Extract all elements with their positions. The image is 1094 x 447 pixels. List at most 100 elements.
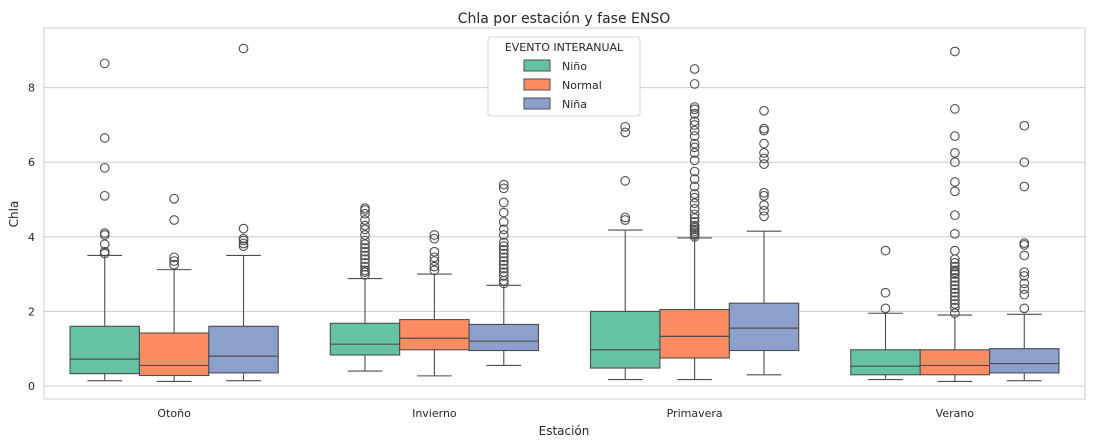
outlier-point [169, 256, 179, 266]
outlier-point [950, 276, 960, 287]
outlier-point [950, 284, 960, 294]
box-body [728, 302, 800, 352]
box-niña-0 [208, 43, 279, 382]
y-axis-ticks: 0 2 4 6 8 [28, 82, 35, 393]
outlier-point [689, 102, 700, 112]
outlier-point [689, 138, 700, 149]
outlier-point [360, 239, 370, 250]
outlier-point [759, 159, 769, 169]
box-body [329, 322, 401, 356]
y-grid [44, 87, 1085, 387]
legend-swatch-normal [523, 78, 551, 91]
x-axis-label: Estación [539, 424, 590, 438]
y-tick-label: 6 [28, 156, 35, 169]
legend-label: Normal [562, 79, 602, 92]
outlier-point [880, 287, 891, 298]
outlier-point [950, 131, 960, 141]
outlier-point [360, 265, 370, 276]
outlier-point [689, 64, 700, 74]
legend-label: Niño [562, 60, 587, 73]
outlier-point [689, 125, 700, 136]
outlier-point [759, 123, 769, 134]
box-body [208, 325, 279, 374]
x-axis-ticks: Otoño Invierno Primavera Verano [157, 407, 974, 420]
outlier-point [1019, 120, 1030, 131]
outlier-point [169, 252, 179, 263]
outlier-point [689, 166, 700, 177]
box-groups [69, 43, 1060, 383]
outlier-point [1019, 238, 1030, 248]
outlier-point [950, 280, 960, 291]
box-body [69, 325, 140, 375]
outlier-point [360, 224, 370, 235]
outlier-point [759, 148, 769, 158]
outlier-point [950, 245, 960, 256]
outlier-point [620, 215, 631, 225]
outlier-point [689, 220, 700, 231]
outlier-point [689, 198, 700, 209]
box-niña-2 [728, 105, 800, 376]
outlier-point [360, 203, 370, 213]
outlier-point [99, 133, 110, 143]
outlier-point [429, 265, 440, 276]
outlier-point [429, 261, 440, 272]
y-tick-label: 4 [28, 231, 35, 244]
box-normal-0 [138, 193, 210, 383]
box-body [138, 332, 210, 377]
outlier-point [950, 228, 960, 239]
box-normal-1 [399, 230, 470, 377]
outlier-point [759, 205, 769, 216]
outlier-point [950, 46, 960, 57]
outlier-point [1019, 303, 1030, 314]
outlier-point [498, 248, 509, 259]
outlier-point [759, 105, 769, 116]
outlier-point [689, 131, 700, 141]
outlier-point [950, 291, 960, 302]
outlier-point [498, 245, 509, 255]
legend-label: Niña [562, 98, 587, 111]
outlier-point [360, 243, 370, 253]
outlier-point [429, 252, 440, 263]
outlier-point [880, 245, 891, 256]
outlier-point [950, 261, 960, 272]
outlier-point [950, 157, 960, 168]
outlier-point [1019, 267, 1030, 278]
legend-items: Niño Normal Niña [523, 59, 602, 111]
outlier-point [1019, 284, 1030, 294]
box-niño-1 [329, 203, 401, 372]
chart-title: Chla por estación y fase ENSO [458, 11, 671, 27]
outlier-point [498, 263, 509, 274]
box-normal-3 [919, 46, 991, 383]
box-niño-2 [589, 121, 661, 381]
outlier-point [1019, 289, 1030, 300]
outlier-point [620, 176, 631, 186]
outlier-point [759, 153, 769, 164]
outlier-point [689, 120, 700, 130]
outlier-point [689, 189, 700, 199]
outlier-point [950, 186, 960, 197]
outlier-point [1019, 271, 1030, 281]
outlier-point [880, 303, 891, 314]
outlier-point [498, 259, 509, 270]
box-body [850, 349, 921, 376]
outlier-point [169, 259, 179, 270]
outlier-point [689, 108, 700, 119]
outlier-point [689, 174, 700, 184]
outlier-point [99, 190, 110, 201]
outlier-point [950, 210, 960, 221]
x-tick-label: Verano [936, 407, 975, 420]
outlier-point [498, 230, 509, 240]
box-body [659, 308, 730, 359]
box-body [468, 323, 540, 352]
outlier-point [620, 212, 631, 223]
outlier-point [498, 207, 509, 218]
box-niña-3 [989, 120, 1060, 382]
y-tick-label: 2 [28, 305, 35, 318]
outlier-point [429, 230, 440, 240]
outlier-point [689, 142, 700, 153]
outlier-point [950, 265, 960, 276]
outlier-point [689, 209, 700, 220]
box-niña-1 [468, 179, 540, 366]
outlier-point [620, 127, 631, 138]
